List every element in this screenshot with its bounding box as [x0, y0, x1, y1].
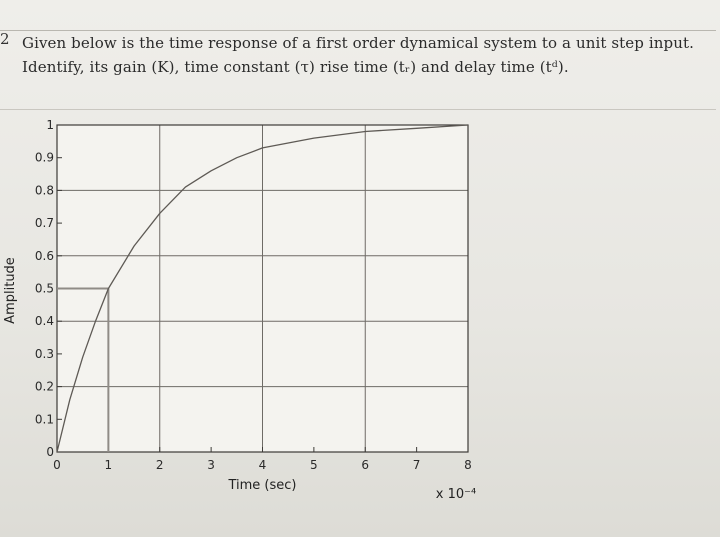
question-line-2: Identify, its gain (K), time constant (τ…	[22, 58, 569, 76]
x-tick-label: 5	[310, 458, 318, 472]
question-box	[0, 30, 716, 110]
y-tick-label: 0.4	[35, 314, 54, 328]
step-response-curve	[56, 124, 469, 453]
x-tick-label: 4	[259, 458, 267, 472]
x-tick-label: 6	[361, 458, 369, 472]
x-tick-label: 3	[207, 458, 215, 472]
question-number: 2	[0, 30, 10, 48]
y-tick-label: 0.6	[35, 249, 54, 263]
y-tick-label: 1	[46, 118, 54, 132]
x-axis-label: Time (sec)	[227, 478, 296, 493]
y-tick-label: 0	[46, 445, 54, 459]
y-tick-label: 0.5	[35, 282, 54, 296]
x-tick-label: 0	[53, 458, 61, 472]
y-tick-label: 0.8	[35, 183, 54, 197]
x-tick-label: 7	[413, 458, 421, 472]
question-line-1: Given below is the time response of a fi…	[22, 34, 694, 52]
y-tick-label: 0.7	[35, 216, 54, 230]
x-axis-multiplier: x 10⁻⁴	[436, 487, 476, 502]
y-axis-label: Amplitude	[3, 257, 18, 324]
x-tick-label: 1	[105, 458, 113, 472]
y-tick-label: 0.9	[35, 151, 54, 165]
y-tick-label: 0.1	[35, 412, 54, 426]
x-tick-label: 8	[464, 458, 472, 472]
y-tick-label: 0.3	[35, 347, 54, 361]
y-tick-label: 0.2	[35, 380, 54, 394]
x-tick-label: 2	[156, 458, 164, 472]
